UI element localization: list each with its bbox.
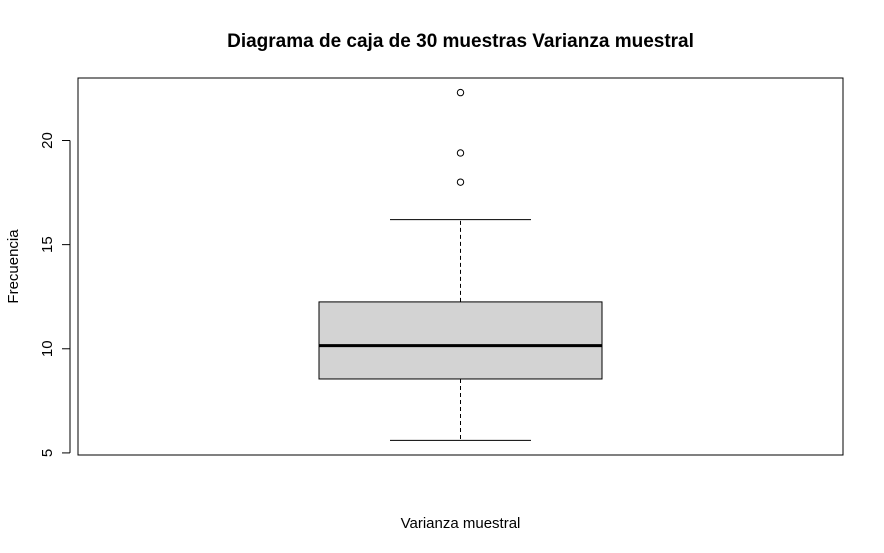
y-tick-label: 15 xyxy=(39,236,56,253)
chart-title: Diagrama de caja de 30 muestras Varianza… xyxy=(227,31,694,52)
y-tick-label: 5 xyxy=(39,449,56,457)
outlier-point xyxy=(456,88,465,97)
outlier-point xyxy=(456,178,465,186)
y-tick-label: 10 xyxy=(39,340,56,357)
y-axis-label: Frecuencia xyxy=(5,229,22,304)
boxplot xyxy=(318,88,603,441)
x-axis-label: Varianza muestral xyxy=(401,515,521,532)
iqr-box xyxy=(318,301,603,380)
plot-frame xyxy=(77,77,844,456)
outlier-point xyxy=(456,149,465,157)
y-tick-label: 20 xyxy=(39,132,56,149)
y-axis: 5 10 15 20 xyxy=(39,132,71,457)
plot-border xyxy=(77,77,844,456)
